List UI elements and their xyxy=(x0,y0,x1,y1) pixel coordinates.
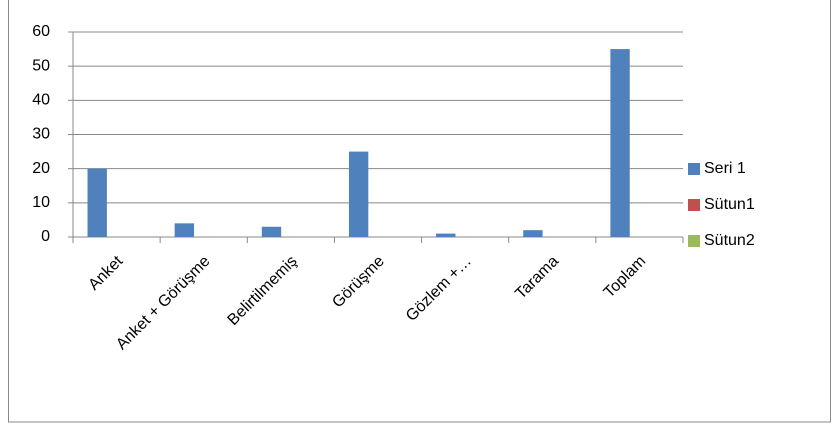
y-tick-label: 10 xyxy=(32,194,50,211)
legend-swatch xyxy=(688,199,700,211)
legend-label: Seri 1 xyxy=(704,160,746,177)
legend-label: Sütun1 xyxy=(704,196,755,213)
bar xyxy=(610,49,630,238)
bar xyxy=(174,223,195,237)
legend-label: Sütun2 xyxy=(704,232,755,249)
bar xyxy=(436,233,456,237)
bar xyxy=(523,230,543,237)
y-tick-label: 60 xyxy=(32,23,50,40)
bar xyxy=(261,226,282,237)
y-tick-label: 30 xyxy=(32,126,50,143)
bar xyxy=(348,151,369,237)
legend-swatch xyxy=(688,163,700,175)
y-tick-label: 50 xyxy=(32,57,50,74)
y-tick-label: 0 xyxy=(41,228,50,245)
y-tick-label: 40 xyxy=(32,92,50,109)
bar xyxy=(87,168,107,237)
y-tick-label: 20 xyxy=(32,160,50,177)
legend-swatch xyxy=(688,235,700,247)
